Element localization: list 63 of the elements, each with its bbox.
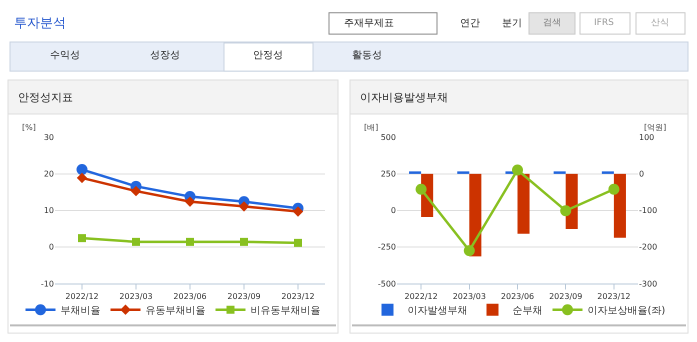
y-tick-label: -250	[378, 242, 396, 252]
legend-label: 이자발생부채	[408, 306, 468, 317]
x-tick-label: 2022/12	[404, 292, 438, 302]
chart-title: 이자비용발생부채	[360, 91, 448, 104]
point	[292, 206, 304, 217]
text: 안정성	[253, 50, 283, 61]
point	[238, 201, 250, 212]
y2-tick-label: -200	[639, 242, 658, 252]
x-tick-label: 2023/03	[452, 292, 486, 302]
x-tick-label: 2022/12	[65, 292, 99, 302]
point	[130, 186, 142, 196]
point	[512, 164, 523, 176]
point	[186, 238, 194, 246]
legend-label: 부채비율	[60, 306, 100, 317]
point	[294, 238, 302, 247]
y-tick-label: 20	[44, 170, 54, 179]
point	[76, 172, 88, 184]
y-tick-label: 0	[390, 206, 396, 216]
legend-label: 비유동부채비율	[250, 306, 320, 317]
y-tick-label: -10	[40, 279, 54, 288]
point	[78, 234, 86, 242]
point	[132, 238, 140, 246]
y2-tick-label: -100	[639, 206, 658, 216]
y-axis-title: [배]	[364, 123, 378, 132]
point	[240, 238, 248, 246]
text: 성장성	[150, 50, 180, 61]
y2-axis-title: [억원]	[644, 123, 666, 132]
x-tick-label: 2023/06	[173, 292, 207, 302]
text: 활동성	[352, 50, 382, 61]
legend-label: 이자보상배율(좌)	[588, 306, 666, 317]
y-tick-label: 500	[380, 133, 396, 142]
y-tick-label: 10	[44, 206, 54, 216]
y-tick-label: 250	[380, 170, 396, 179]
y2-tick-label: 0	[639, 170, 644, 179]
y-tick-label: 0	[48, 242, 54, 252]
y2-tick-label: -300	[639, 279, 658, 288]
text: 산식	[651, 18, 669, 28]
y-tick-label: 30	[44, 133, 54, 142]
point	[608, 184, 620, 195]
point	[184, 196, 196, 207]
point	[560, 205, 572, 216]
y-axis-title: [%]	[22, 123, 36, 132]
text: 연간	[460, 18, 480, 29]
text: 검색	[543, 18, 561, 28]
text: 투자분석	[14, 16, 66, 31]
legend-label: 유동부채비율	[146, 306, 206, 317]
point	[416, 184, 427, 195]
point	[76, 164, 88, 176]
legend-label: 순부채	[512, 306, 542, 317]
text: 주재무제표	[344, 18, 394, 29]
text: 분기	[502, 18, 522, 29]
x-tick-label: 2023/09	[227, 292, 261, 302]
x-tick-label: 2023/09	[549, 292, 582, 302]
chart-title: 안정성지표	[18, 91, 73, 104]
x-tick-label: 2023/12	[597, 292, 631, 302]
x-tick-label: 2023/06	[500, 292, 534, 302]
text: 수익성	[50, 50, 80, 61]
y-tick-label: -500	[378, 279, 396, 288]
x-tick-label: 2023/03	[119, 292, 153, 302]
y2-tick-label: 100	[639, 133, 654, 142]
x-tick-label: 2023/12	[281, 292, 315, 302]
point	[464, 245, 475, 256]
text: IFRS	[594, 18, 614, 28]
